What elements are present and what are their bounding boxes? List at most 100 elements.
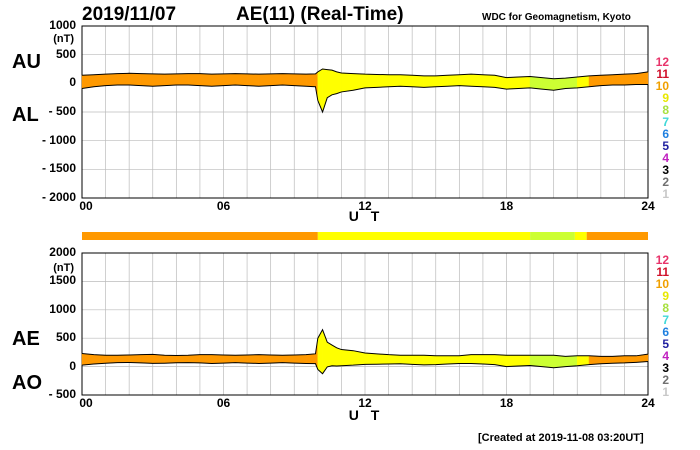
- band-segment: [211, 73, 224, 87]
- y-tick-label: 2000: [49, 245, 76, 259]
- plot-grid: [81, 25, 649, 199]
- activity-scale-level: 7: [662, 115, 669, 129]
- y-tick-label: - 500: [48, 104, 76, 118]
- date-label: 2019/11/07: [82, 4, 177, 25]
- band-segment: [294, 354, 307, 364]
- y-tick-label: - 1500: [41, 161, 76, 176]
- activity-scale-level: 10: [655, 277, 669, 291]
- band-segment: [128, 73, 142, 86]
- series-line-au: [81, 68, 649, 80]
- band-segment: [336, 71, 342, 95]
- activity-scale-level: 1: [662, 187, 669, 201]
- band-segment: [423, 75, 436, 88]
- activity-scale-level: 3: [662, 163, 669, 177]
- band-segment: [176, 73, 189, 86]
- band-segment: [331, 69, 337, 96]
- band-segment: [529, 76, 543, 90]
- y-tick-label: 500: [55, 330, 76, 345]
- y-tick-label: 0: [69, 358, 76, 373]
- band-segment: [341, 72, 354, 93]
- band-segment: [270, 73, 283, 86]
- band-segment: [282, 354, 295, 364]
- x-tick-label: 18: [499, 396, 514, 410]
- x-tick-label: 18: [499, 199, 514, 213]
- activity-scale-level: 11: [656, 67, 669, 81]
- band-segment: [459, 73, 472, 87]
- activity-scale-level: 8: [662, 103, 669, 117]
- band-segment: [140, 73, 153, 87]
- band-segment: [518, 354, 531, 367]
- activity-scale-level: 8: [662, 301, 669, 315]
- chart-title: AE(11) (Real-Time): [236, 4, 404, 25]
- activity-scale-level: 9: [662, 289, 669, 303]
- band-segment: [294, 73, 307, 87]
- activity-scale-level: 12: [655, 253, 669, 267]
- band-segment: [612, 73, 625, 86]
- band-segment: [518, 76, 531, 89]
- activity-bar-segment: [586, 232, 648, 240]
- band-segment: [223, 73, 236, 86]
- activity-bar-segment: [317, 232, 531, 240]
- band-segment: [470, 73, 484, 88]
- band-segment: [352, 73, 366, 91]
- x-tick-label: 12: [358, 396, 372, 410]
- activity-bar-segment: [574, 232, 587, 240]
- y-tick-label: 1000: [49, 18, 76, 32]
- band-segment: [282, 73, 295, 86]
- band-segment: [541, 77, 554, 91]
- band-segment: [565, 355, 578, 367]
- band-segment: [624, 355, 637, 364]
- band-segment: [305, 73, 316, 88]
- x-tick-label: 00: [79, 396, 93, 410]
- x-tick-label: 06: [216, 396, 231, 410]
- x-tick-label: 24: [641, 199, 655, 213]
- au-station-label: AU: [12, 51, 41, 73]
- band-segment: [506, 76, 519, 90]
- band-segment: [376, 353, 389, 365]
- band-segment: [565, 76, 578, 89]
- band-segment: [270, 354, 283, 364]
- activity-scale-level: 4: [662, 349, 669, 363]
- top-unit-label: (nT): [53, 33, 74, 45]
- y-tick-label: - 500: [48, 387, 76, 401]
- activity-scale-level: 4: [662, 151, 669, 165]
- activity-bar-segment: [82, 232, 318, 240]
- ae-station-label: AE: [12, 328, 40, 350]
- series-line-al: [81, 83, 648, 114]
- activity-scale-level: 6: [662, 325, 669, 339]
- band-segment: [529, 354, 543, 367]
- bottom-unit-label: (nT): [53, 262, 74, 274]
- band-segment: [577, 75, 590, 89]
- activity-scale-level: 5: [662, 337, 669, 351]
- x-tick-label: 24: [641, 396, 655, 410]
- band-segment: [506, 354, 519, 367]
- y-tick-label: 0: [69, 75, 76, 90]
- band-segment: [223, 354, 236, 364]
- activity-scale-level: 11: [656, 265, 669, 279]
- activity-scale-level: 9: [662, 91, 669, 105]
- x-tick-label: 00: [79, 199, 93, 213]
- series-line-ao: [81, 360, 649, 375]
- y-tick-label: 500: [55, 46, 76, 61]
- band-segment: [117, 354, 130, 363]
- band-segment: [258, 73, 271, 87]
- band-segment: [331, 344, 337, 367]
- band-segment: [400, 74, 413, 88]
- band-segment: [624, 73, 637, 86]
- band-segment: [470, 354, 484, 365]
- activity-scale-level: 3: [662, 361, 669, 375]
- band-segment: [187, 73, 201, 86]
- band-segment: [577, 355, 590, 367]
- activity-scale-level: 2: [662, 175, 669, 189]
- band-segment: [128, 354, 142, 364]
- band-segment: [388, 354, 401, 365]
- series-line-ae: [81, 328, 649, 357]
- band-segment: [336, 347, 342, 367]
- band-segment: [411, 75, 425, 88]
- band-segment: [187, 354, 201, 364]
- y-tick-label: - 1000: [41, 132, 76, 147]
- band-segment: [327, 69, 333, 99]
- band-segment: [541, 354, 554, 369]
- ao-station-label: AO: [12, 372, 42, 394]
